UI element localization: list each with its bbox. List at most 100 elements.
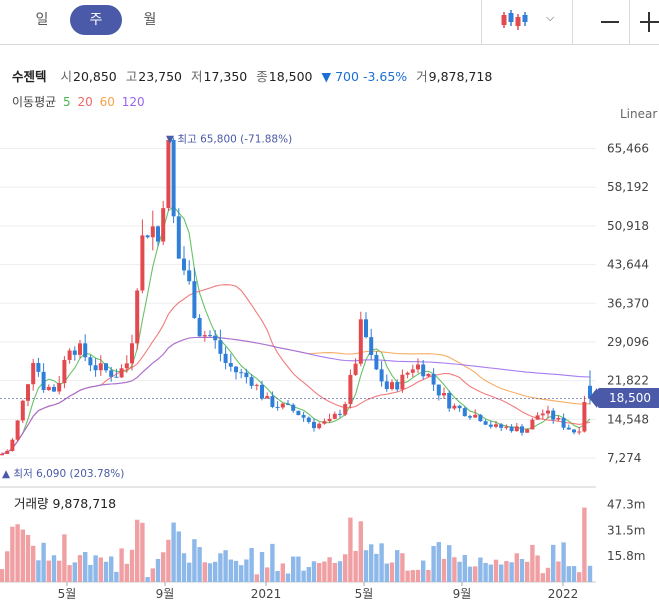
candle-body <box>436 384 441 396</box>
candle-body <box>72 350 77 355</box>
candle-body <box>208 335 212 337</box>
candle-body <box>156 226 160 242</box>
candle-body <box>338 413 342 415</box>
volume-bar <box>77 555 83 582</box>
volume-bar <box>530 544 535 582</box>
candle-body <box>270 396 275 407</box>
y-tick-label: 58,192 <box>607 180 649 194</box>
moving-average-legend[interactable]: 이동평균 5 20 60 120 <box>12 93 145 110</box>
candle-body <box>280 403 285 408</box>
volume-bar <box>571 566 577 582</box>
candle-body <box>374 354 379 370</box>
volume-bar <box>51 555 57 582</box>
candle-body <box>104 363 108 371</box>
volume-bar <box>566 566 571 582</box>
candle-body <box>57 383 62 392</box>
candle-body <box>358 319 363 364</box>
candle-body <box>62 359 67 384</box>
candle-body <box>327 418 332 422</box>
volume-bar <box>478 557 483 582</box>
candle-body <box>556 417 561 420</box>
toolbar-divider <box>629 0 630 44</box>
volume-bar <box>145 577 150 582</box>
volume-bar <box>343 554 348 582</box>
candle-body <box>124 363 129 369</box>
volume-value: 9,878,718 <box>428 69 493 84</box>
candle-body <box>265 396 270 399</box>
candle-body <box>332 413 337 419</box>
high-label: 고 <box>125 69 138 84</box>
volume-tick-label: 31.5m <box>607 523 645 537</box>
volume-bar <box>31 545 36 582</box>
candle-body <box>540 413 545 416</box>
candle-body <box>588 385 592 399</box>
candle-body <box>431 373 436 385</box>
candle-body <box>15 420 20 440</box>
scale-label[interactable]: Linear <box>620 107 658 121</box>
volume-bar <box>415 569 421 582</box>
y-tick-label: 7,274 <box>607 451 641 465</box>
candle-body <box>109 370 114 377</box>
candle-body <box>202 335 207 337</box>
y-tick-label: 21,822 <box>607 374 649 388</box>
candle-body <box>36 363 41 372</box>
volume-bar <box>421 560 426 582</box>
period-tab-week[interactable]: 주 <box>70 5 122 35</box>
period-tab-day[interactable]: 일 <box>35 12 49 28</box>
candle-body <box>462 408 467 417</box>
volume-bar <box>452 557 457 582</box>
volume-bar <box>57 560 62 582</box>
volume-bar <box>0 569 5 582</box>
candle-body <box>546 410 550 414</box>
candle-body <box>5 450 10 454</box>
open-value: 20,850 <box>73 69 117 84</box>
candle-body <box>390 382 394 389</box>
chevron-down-icon[interactable]: ⌵ <box>546 11 555 24</box>
candle-body <box>426 373 431 377</box>
candle-body <box>296 410 301 416</box>
ma-legend-20: 20 <box>77 95 93 109</box>
volume-bar <box>301 570 306 582</box>
volume-bar <box>114 571 119 582</box>
candle-body <box>525 429 530 433</box>
volume-bar <box>499 564 504 582</box>
volume-bar <box>171 522 176 582</box>
volume-bar <box>129 549 135 582</box>
volume-bar <box>410 570 415 582</box>
y-tick-label: 29,096 <box>607 335 649 349</box>
volume-bar <box>83 551 88 582</box>
candle-body <box>26 384 30 401</box>
volume-bar <box>441 558 447 582</box>
volume-bar <box>124 563 129 582</box>
candle-body <box>457 405 462 409</box>
period-tab-month[interactable]: 월 <box>143 12 157 28</box>
candle-body <box>187 270 192 282</box>
volume-bar <box>431 546 436 582</box>
change-percent: -3.65% <box>362 69 408 84</box>
candle-body <box>78 343 82 355</box>
zoom-out-icon[interactable] <box>601 21 619 23</box>
candle-body <box>577 431 582 433</box>
volume-bar <box>311 561 317 582</box>
candle-body <box>306 417 311 422</box>
volume-bar <box>317 563 322 582</box>
candle-body <box>530 419 535 430</box>
candlestick-type-icon[interactable] <box>500 8 528 32</box>
volume-bar <box>493 559 499 582</box>
volume-bar <box>545 567 551 582</box>
volume-bar <box>483 562 488 582</box>
period-toolbar: 일 주 월 ⌵ <box>0 0 659 45</box>
volume-bar <box>374 553 379 582</box>
candle-body <box>301 415 306 418</box>
volume-bar <box>166 539 171 582</box>
candle-body <box>379 369 384 382</box>
candle-body <box>395 382 400 390</box>
volume-bar <box>384 563 389 582</box>
volume-bar <box>10 526 15 582</box>
volume-bar <box>322 561 327 582</box>
volume-bar <box>488 564 493 582</box>
candle-body <box>416 364 420 370</box>
volume-bar <box>363 550 369 582</box>
candle-body <box>46 386 51 390</box>
